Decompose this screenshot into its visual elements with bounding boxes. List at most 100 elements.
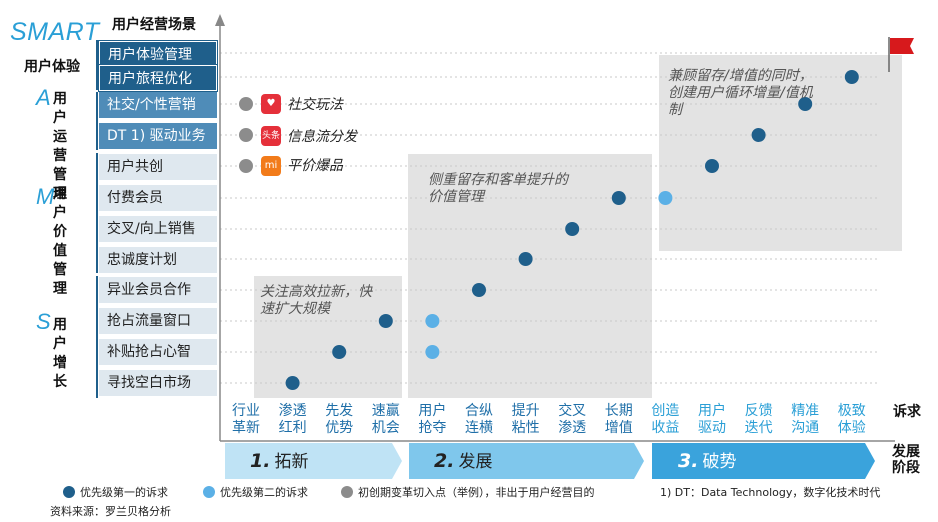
toutiao-icon: 头条 bbox=[261, 126, 281, 146]
group-a-line2: 运营 bbox=[53, 129, 67, 164]
point-s0-2 bbox=[378, 314, 393, 328]
x-tick-0: 行业 革新 bbox=[228, 403, 264, 437]
x-tick-3-line1: 速赢 bbox=[371, 403, 400, 419]
x-tick-9-line1: 创造 bbox=[651, 403, 680, 419]
point-s2-0 bbox=[239, 97, 253, 111]
point-s0-10 bbox=[844, 70, 859, 84]
x-tick-2-line1: 先发 bbox=[325, 403, 354, 419]
x-tick-6-line1: 提升 bbox=[511, 403, 540, 419]
stage-3-label: 3. 破势 bbox=[678, 443, 736, 479]
group-label-experience: 用户体验 bbox=[24, 59, 80, 75]
footnote: 1) DT：Data Technology，数字化技术时代 bbox=[660, 486, 881, 499]
x-tick-10: 用户 驱动 bbox=[694, 403, 730, 437]
stage-1-number: 1. bbox=[250, 450, 271, 472]
x-tick-8: 长期 增值 bbox=[601, 403, 637, 437]
x-tick-7-line1: 交叉 bbox=[558, 403, 587, 419]
group-a-line1: 用户 bbox=[53, 91, 67, 126]
point-s0-3 bbox=[472, 283, 486, 297]
y-tick-alliance: 异业会员合作 bbox=[99, 277, 217, 303]
zone-develop-shade bbox=[408, 154, 652, 398]
point-s0-6 bbox=[611, 191, 626, 205]
legend-secondary-dot bbox=[203, 486, 215, 498]
x-tick-3-line2: 机会 bbox=[371, 420, 400, 436]
x-tick-12-line2: 沟通 bbox=[791, 420, 820, 436]
x-tick-1-line2: 红利 bbox=[278, 420, 307, 436]
legend-primary: 优先级第一的诉求 bbox=[63, 486, 168, 500]
x-tick-5-line2: 连横 bbox=[465, 420, 493, 436]
x-tick-4-line1: 用户 bbox=[418, 403, 447, 419]
x-tick-11-line2: 迭代 bbox=[744, 420, 773, 436]
group-separator-value bbox=[96, 153, 98, 273]
x-tick-4: 用户 抢夺 bbox=[414, 403, 450, 437]
y-axis-arrow bbox=[215, 14, 225, 26]
stage-1-label: 1. 拓新 bbox=[250, 443, 308, 479]
point-s2-2 bbox=[239, 159, 253, 173]
legend-primary-dot bbox=[63, 486, 75, 498]
annotation-expand: 关注高效拉新，快速扩大规模 bbox=[260, 284, 372, 317]
stage-3-number: 3. bbox=[678, 450, 699, 472]
x-tick-5: 合纵 连横 bbox=[461, 403, 497, 437]
x-tick-1-line1: 渗透 bbox=[278, 403, 307, 419]
stage-axis-line1: 发展 bbox=[892, 444, 920, 460]
point-s0-0 bbox=[285, 376, 300, 390]
zone-breakthrough-shade bbox=[659, 55, 902, 251]
x-tick-13-line1: 极致 bbox=[837, 403, 866, 419]
group-s-line1: 用户 bbox=[53, 317, 67, 352]
x-tick-3: 速赢 机会 bbox=[368, 403, 404, 437]
legend-secondary-label: 优先级第二的诉求 bbox=[220, 486, 308, 499]
stage-arrow-1 bbox=[225, 443, 402, 479]
point-s0-8 bbox=[751, 128, 766, 142]
zone-expand-shade bbox=[254, 276, 402, 398]
x-tick-9-line2: 收益 bbox=[651, 420, 680, 436]
point-s2-1 bbox=[239, 128, 253, 142]
x-tick-11-line1: 反馈 bbox=[744, 403, 773, 419]
x-tick-11: 反馈 迭代 bbox=[741, 403, 777, 437]
stage-axis-title: 发展 阶段 bbox=[892, 444, 920, 476]
legend-gray-label: 初创期变革切入点（举例），非出于用户经营目的 bbox=[358, 486, 595, 499]
group-m-line3: 管理 bbox=[53, 262, 67, 297]
group-separator-experience bbox=[96, 40, 98, 90]
axes bbox=[215, 14, 895, 442]
legend-gray: 初创期变革切入点（举例），非出于用户经营目的 bbox=[341, 486, 595, 500]
point-s0-9 bbox=[798, 97, 813, 111]
example-value-hits: 平价爆品 bbox=[287, 158, 343, 174]
x-tick-6: 提升 粘性 bbox=[508, 403, 544, 437]
y-tick-social-marketing: 社交/个性营销 bbox=[99, 92, 217, 118]
point-s0-4 bbox=[518, 252, 533, 266]
legend-secondary: 优先级第二的诉求 bbox=[203, 486, 308, 500]
example-feed-distribution: 信息流分发 bbox=[287, 129, 357, 145]
xiaohongshu-icon: ♥ bbox=[261, 94, 281, 114]
chart-title: SMART bbox=[10, 18, 100, 46]
y-tick-blank-market: 寻找空白市场 bbox=[99, 370, 217, 396]
x-tick-1: 渗透 红利 bbox=[275, 403, 311, 437]
data-points bbox=[239, 70, 859, 390]
y-tick-dt-business: DT 1) 驱动业务 bbox=[99, 123, 217, 149]
group-s-line2: 增长 bbox=[53, 355, 67, 390]
x-tick-12: 精准 沟通 bbox=[787, 403, 823, 437]
y-tick-journey-optimization: 用户旅程优化 bbox=[98, 64, 218, 92]
group-label-s-text: 用户 增长 bbox=[53, 316, 67, 392]
y-tick-traffic-window: 抢占流量窗口 bbox=[99, 308, 217, 334]
x-tick-7-line2: 渗透 bbox=[558, 420, 587, 436]
gridlines bbox=[220, 52, 880, 384]
annotation-develop: 侧重留存和客单提升的价值管理 bbox=[428, 172, 568, 205]
stage-arrow-3 bbox=[652, 443, 875, 479]
source-note: 资料来源：罗兰贝格分析 bbox=[50, 505, 171, 518]
group-label-m-text: 用户 价值 管理 bbox=[53, 185, 67, 299]
x-tick-12-line1: 精准 bbox=[791, 403, 820, 419]
x-tick-0-line1: 行业 bbox=[232, 403, 260, 419]
point-s1-1 bbox=[425, 345, 440, 359]
group-m-line1: 用户 bbox=[53, 186, 67, 221]
y-axis-title: 用户经营场景 bbox=[112, 17, 196, 33]
x-tick-8-line1: 长期 bbox=[604, 403, 633, 419]
stage-3-name: 破势 bbox=[702, 452, 737, 472]
group-letter-s: S bbox=[36, 309, 51, 334]
x-tick-8-line2: 增值 bbox=[604, 420, 633, 436]
point-s0-1 bbox=[332, 345, 347, 359]
group-m-line2: 价值 bbox=[53, 224, 67, 259]
point-s1-0 bbox=[425, 314, 440, 328]
x-tick-0-line2: 革新 bbox=[232, 420, 260, 436]
y-tick-paid-membership: 付费会员 bbox=[99, 185, 217, 211]
x-tick-13-line2: 体验 bbox=[837, 420, 866, 436]
